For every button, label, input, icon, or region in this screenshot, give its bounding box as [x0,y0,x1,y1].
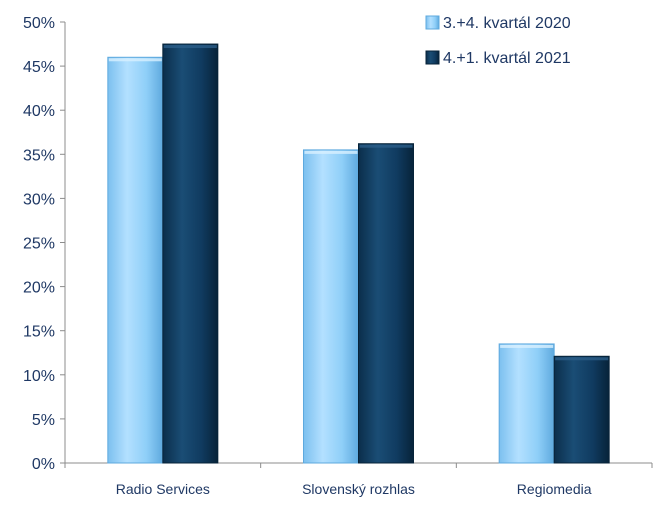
bar-series-2 [162,43,219,464]
bar-series-2 [358,143,414,464]
x-category-label: Regiomedia [517,481,592,497]
bar-top-bevel [500,344,554,348]
legend-label: 4.+1. kvartál 2021 [443,50,571,67]
bar-series-1 [107,56,164,464]
legend-label: 3.+4. kvartál 2020 [443,15,571,32]
bar-series-2 [553,355,610,464]
y-tick-label: 5% [32,412,55,429]
legend-swatch [425,50,440,65]
bar-top-bevel [359,144,413,148]
y-tick-label: 20% [23,280,55,297]
bar-top-bevel [108,58,162,62]
legend-swatch [425,15,440,30]
x-category-label: Slovenský rozhlas [302,481,415,497]
y-tick-label: 15% [23,324,55,341]
y-tick-label: 50% [23,15,55,32]
bar-top-bevel [163,45,217,49]
y-tick-label: 45% [23,59,55,76]
bar-series-1 [498,343,555,464]
x-category-label: Radio Services [116,481,210,497]
y-tick-label: 35% [23,147,55,164]
y-tick-label: 25% [23,236,55,253]
y-tick-label: 30% [23,191,55,208]
bar-top-bevel [304,150,358,154]
y-tick-label: 0% [32,456,55,473]
bar-top-bevel [555,357,609,361]
y-tick-label: 40% [23,103,55,120]
y-tick-label: 10% [23,368,55,385]
bar-series-1 [303,149,359,464]
